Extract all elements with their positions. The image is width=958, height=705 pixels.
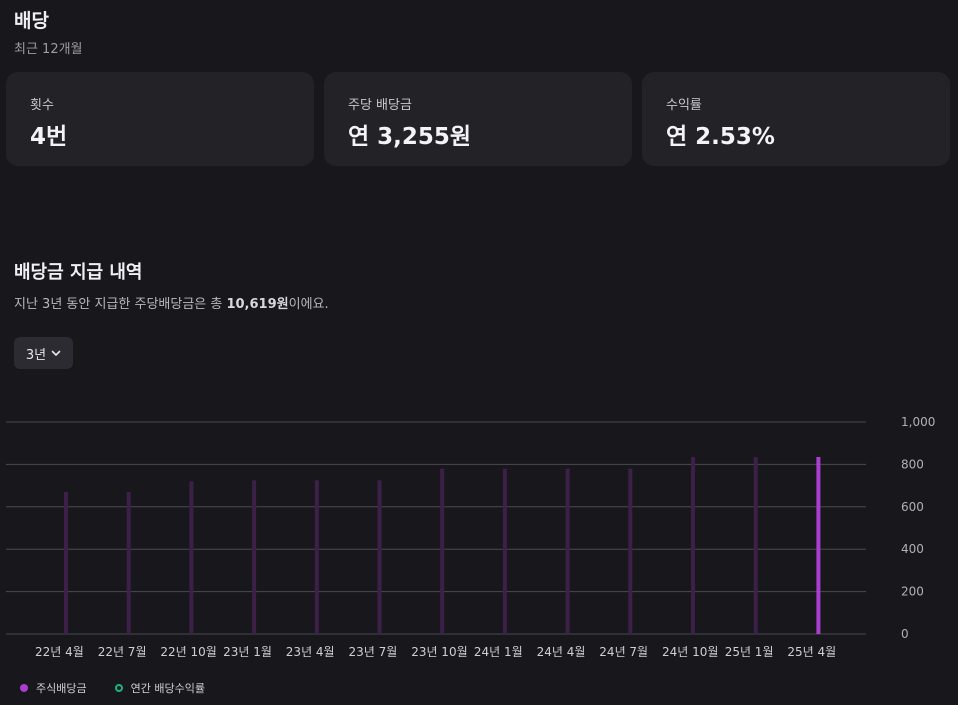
bar[interactable]	[691, 456, 695, 634]
x-tick-label: 25년 1월	[725, 645, 774, 659]
x-tick-label: 24년 7월	[599, 645, 648, 659]
bar[interactable]	[628, 468, 633, 634]
card-yield-label: 수익률	[666, 98, 702, 113]
card-count-label: 횟수	[30, 98, 54, 113]
bar[interactable]	[565, 468, 570, 634]
y-tick-label: 800	[901, 457, 924, 471]
x-tick-label: 24년 1월	[474, 645, 523, 659]
y-tick-label: 0	[901, 627, 909, 641]
legend-swatch-yield	[114, 684, 123, 692]
chart-legend: 주식배당금 연간 배당수익률	[20, 680, 205, 696]
card-count-value: 4번	[30, 124, 68, 150]
card-dps-value: 연 3,255원	[348, 124, 472, 150]
x-tick-label: 24년 10월	[662, 645, 718, 659]
y-tick-label: 200	[901, 585, 924, 599]
period-select-button[interactable]: 3년	[14, 337, 73, 369]
x-tick-label: 22년 4월	[35, 645, 84, 659]
card-yield: 수익률 연 2.53%	[642, 72, 950, 166]
x-tick-label: 23년 10월	[411, 645, 467, 659]
x-tick-label: 25년 4월	[787, 645, 836, 659]
card-yield-value: 연 2.53%	[666, 124, 775, 150]
y-tick-label: 1,000	[901, 415, 935, 429]
legend-item-yield: 연간 배당수익률	[114, 680, 205, 696]
history-desc-pre: 지난 3년 동안 지급한 주당배당금은 총	[14, 297, 227, 312]
bar[interactable]	[440, 468, 445, 634]
bar[interactable]	[377, 480, 382, 634]
bar[interactable]	[252, 480, 257, 634]
history-desc-total: 10,619원	[226, 297, 289, 312]
y-tick-label: 400	[901, 542, 924, 556]
period-select-label: 3년	[25, 347, 47, 363]
chevron-down-icon	[51, 350, 61, 356]
x-tick-label: 22년 7월	[98, 645, 147, 659]
legend-item-dividend: 주식배당금	[20, 680, 87, 696]
page-title: 배당	[14, 10, 49, 32]
dividend-chart: 0 200 400 600 800 1,000 22년 4월 22년 7월 22년 10월 23년…	[6, 415, 935, 659]
legend-label-yield: 연간 배당수익률	[130, 682, 205, 695]
y-tick-label: 600	[901, 500, 924, 514]
x-tick-label: 24년 4월	[537, 645, 586, 659]
legend-label-dividend: 주식배당금	[36, 682, 87, 695]
card-count: 횟수 4번	[6, 72, 314, 166]
x-tick-label: 23년 7월	[349, 645, 398, 659]
card-dividend-per-share: 주당 배당금 연 3,255원	[324, 72, 632, 166]
history-description: 지난 3년 동안 지급한 주당배당금은 총 10,619원이에요.	[14, 293, 329, 312]
x-tick-label: 22년 10월	[160, 645, 216, 659]
page-subtitle: 최근 12개월	[14, 42, 83, 57]
bar[interactable]	[314, 480, 319, 634]
bar[interactable]	[816, 456, 821, 634]
x-tick-label: 23년 4월	[286, 645, 335, 659]
history-desc-post: 이에요.	[288, 297, 329, 312]
bar[interactable]	[502, 468, 507, 634]
bar[interactable]	[753, 456, 758, 634]
x-tick-label: 23년 1월	[223, 645, 272, 659]
bar[interactable]	[126, 491, 131, 634]
card-dps-label: 주당 배당금	[348, 98, 412, 113]
bar[interactable]	[64, 491, 68, 634]
legend-swatch-dividend	[20, 684, 28, 692]
bar[interactable]	[189, 481, 194, 634]
history-title: 배당금 지급 내역	[14, 262, 143, 283]
